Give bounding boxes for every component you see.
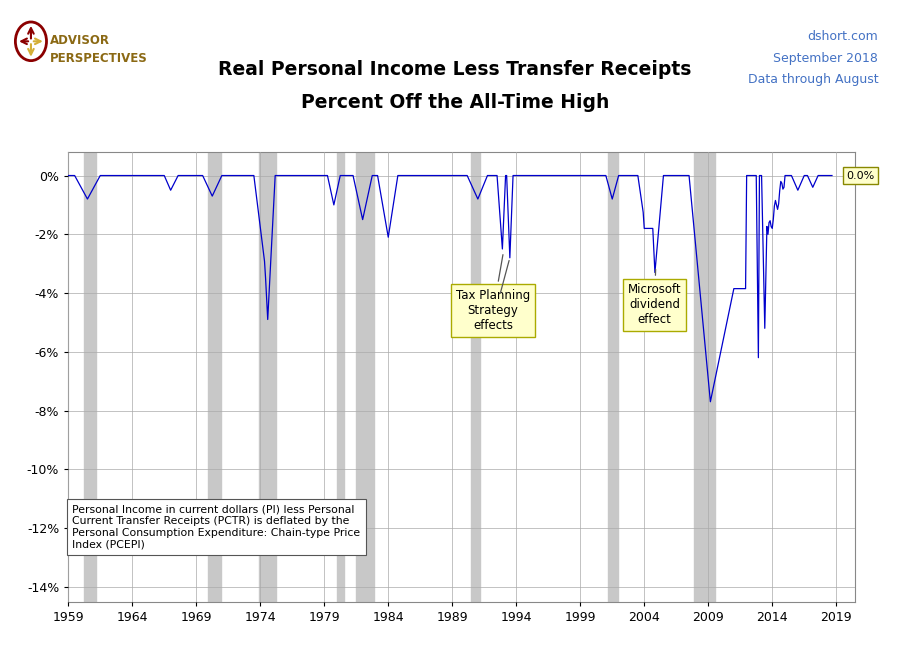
Bar	[694, 152, 714, 602]
Text: PERSPECTIVES: PERSPECTIVES	[50, 52, 147, 65]
Text: Real Personal Income Less Transfer Receipts: Real Personal Income Less Transfer Recei…	[218, 60, 692, 79]
Bar	[337, 152, 345, 602]
Bar	[608, 152, 618, 602]
Bar	[208, 152, 221, 602]
Text: September 2018: September 2018	[774, 52, 878, 65]
Text: dshort.com: dshort.com	[807, 30, 878, 43]
Text: Data through August: Data through August	[747, 73, 878, 87]
Bar	[356, 152, 374, 602]
Text: 0.0%: 0.0%	[846, 171, 875, 180]
Text: ADVISOR: ADVISOR	[50, 34, 110, 48]
Bar	[471, 152, 480, 602]
Bar	[85, 152, 96, 602]
Text: Personal Income in current dollars (PI) less Personal
Current Transfer Receipts : Personal Income in current dollars (PI) …	[72, 504, 360, 549]
Bar	[259, 152, 277, 602]
Text: Percent Off the All-Time High: Percent Off the All-Time High	[301, 93, 609, 112]
Text: Tax Planning
Strategy
effects: Tax Planning Strategy effects	[456, 254, 531, 332]
Text: Microsoft
dividend
effect: Microsoft dividend effect	[628, 270, 682, 327]
